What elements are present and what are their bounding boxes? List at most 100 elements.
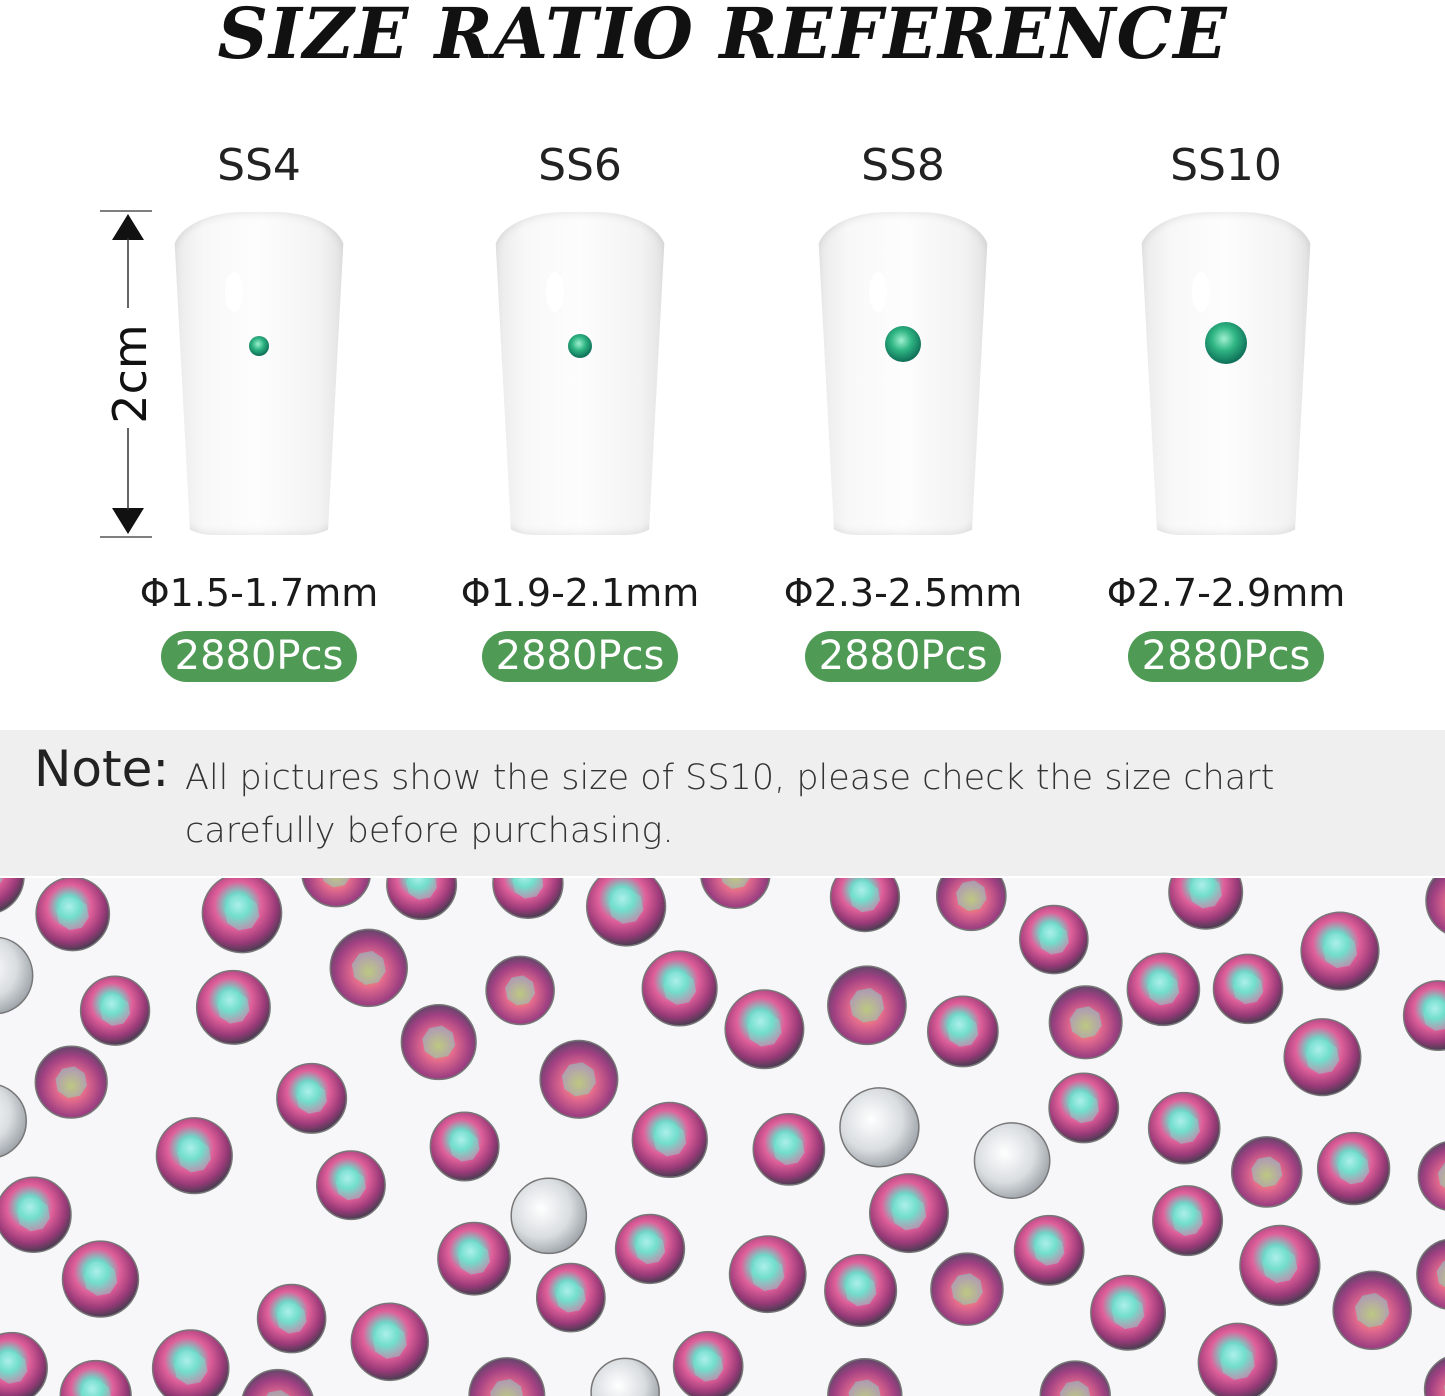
rhinestone bbox=[1013, 1214, 1085, 1286]
rhinestone bbox=[631, 1101, 708, 1179]
rhinestone bbox=[1197, 1322, 1278, 1396]
rhinestone bbox=[829, 878, 901, 933]
count-badge: 2880Pcs bbox=[1127, 631, 1325, 682]
rhinestone bbox=[155, 1117, 233, 1195]
rhinestone bbox=[641, 950, 718, 1027]
rhinestone bbox=[1332, 1270, 1412, 1351]
diameter-label: Φ1.5-1.7mm bbox=[139, 571, 379, 615]
gem-sample bbox=[1205, 322, 1247, 364]
rhinestone bbox=[1239, 1224, 1321, 1307]
nail-tip-image bbox=[1140, 212, 1312, 535]
nail-tip-image bbox=[173, 212, 345, 535]
count-badge: 2880Pcs bbox=[481, 631, 679, 682]
rhinestone bbox=[315, 1150, 386, 1221]
rhinestone bbox=[1425, 878, 1445, 934]
rhinestone bbox=[585, 878, 667, 947]
rhinestone bbox=[59, 1359, 132, 1396]
rhinestone bbox=[510, 1177, 588, 1255]
gem-sample bbox=[249, 336, 269, 356]
rhinestone bbox=[485, 955, 555, 1026]
rhinestone bbox=[1423, 1356, 1445, 1396]
note-text: All pictures show the size of SS10, plea… bbox=[185, 758, 1275, 851]
note-band: Note: All pictures show the size of SS10… bbox=[0, 730, 1445, 876]
rhinestone bbox=[61, 1240, 140, 1318]
rhinestone bbox=[1039, 1360, 1111, 1396]
note-label: Note: bbox=[34, 740, 170, 798]
rhinestone bbox=[0, 936, 34, 1015]
rhinestone bbox=[930, 1252, 1004, 1326]
size-name: SS6 bbox=[538, 140, 622, 191]
rhinestone bbox=[1168, 878, 1244, 930]
rhinestone bbox=[827, 1358, 903, 1396]
rhinestone bbox=[0, 878, 25, 913]
rhinestone bbox=[256, 1283, 327, 1354]
size-name: SS10 bbox=[1170, 140, 1282, 191]
gem-sample bbox=[885, 326, 921, 362]
rhinestone bbox=[590, 1357, 660, 1396]
rhinestone bbox=[0, 1084, 27, 1158]
rhinestone bbox=[824, 1253, 898, 1328]
rhinestone bbox=[672, 1330, 744, 1396]
rhinestone bbox=[868, 1173, 949, 1254]
rhinestone bbox=[1019, 904, 1089, 975]
rhinestone bbox=[201, 878, 283, 954]
size-column-ss8: SS8 Φ2.3-2.5mm 2880Pcs bbox=[743, 140, 1063, 682]
size-column-ss10: SS10 Φ2.7-2.9mm 2880Pcs bbox=[1066, 140, 1386, 682]
rhinestone bbox=[1152, 1185, 1224, 1257]
rhinestone bbox=[926, 995, 999, 1068]
rhinestone bbox=[492, 878, 564, 919]
rhinestone bbox=[724, 989, 805, 1070]
rhinestone bbox=[79, 975, 151, 1046]
rhinestone bbox=[827, 965, 907, 1046]
rhinestone bbox=[301, 878, 371, 908]
rhinestone bbox=[1230, 1136, 1303, 1208]
diameter-label: Φ2.7-2.9mm bbox=[1106, 571, 1346, 615]
rhinestone bbox=[614, 1213, 686, 1285]
gem-sample bbox=[568, 334, 592, 358]
rhinestone bbox=[429, 1111, 500, 1182]
size-column-ss4: SS4 Φ1.5-1.7mm 2880Pcs bbox=[99, 140, 419, 682]
length-label: 2cm bbox=[103, 324, 156, 423]
length-arrow-icon: 2cm bbox=[100, 210, 156, 538]
rhinestone bbox=[1283, 1018, 1362, 1097]
rhinestone bbox=[1147, 1091, 1221, 1165]
rhinestone bbox=[1316, 1131, 1391, 1206]
diameter-label: Φ1.9-2.1mm bbox=[460, 571, 700, 615]
count-badge: 2880Pcs bbox=[160, 631, 358, 682]
rhinestone bbox=[386, 878, 458, 921]
size-name: SS8 bbox=[861, 140, 945, 191]
rhinestone bbox=[241, 1368, 314, 1396]
rhinestone bbox=[195, 969, 271, 1045]
rhinestone bbox=[728, 1235, 807, 1314]
rhinestone bbox=[1402, 980, 1445, 1052]
size-column-ss6: SS6 Φ1.9-2.1mm 2880Pcs bbox=[420, 140, 740, 682]
count-badge: 2880Pcs bbox=[804, 631, 1002, 682]
rhinestone bbox=[1416, 1239, 1445, 1310]
nail-tip-image bbox=[494, 212, 666, 535]
rhinestone bbox=[535, 1262, 606, 1333]
rhinestone bbox=[276, 1062, 348, 1134]
rhinestone bbox=[839, 1087, 920, 1168]
rhinestone bbox=[350, 1302, 430, 1382]
page-title: SIZE RATIO REFERENCE bbox=[217, 0, 1228, 75]
rhinestone bbox=[151, 1329, 230, 1396]
rhinestone bbox=[1126, 952, 1201, 1027]
rhinestone bbox=[973, 1122, 1051, 1199]
rhinestones-photo bbox=[0, 878, 1445, 1396]
rhinestone bbox=[539, 1039, 619, 1119]
rhinestone bbox=[400, 1003, 477, 1081]
rhinestone bbox=[1048, 1072, 1120, 1144]
rhinestone bbox=[437, 1221, 511, 1296]
rhinestone bbox=[1212, 953, 1284, 1025]
rhinestone bbox=[700, 878, 771, 909]
rhinestone bbox=[1090, 1274, 1167, 1351]
rhinestone bbox=[1048, 985, 1123, 1060]
rhinestone bbox=[0, 1176, 72, 1253]
rhinestone bbox=[34, 1045, 108, 1119]
rhinestone bbox=[1417, 1141, 1445, 1211]
rhinestone bbox=[1300, 911, 1380, 991]
rhinestone bbox=[329, 928, 408, 1008]
size-name: SS4 bbox=[217, 140, 301, 191]
nail-tip-image bbox=[817, 212, 989, 535]
rhinestone bbox=[935, 878, 1007, 932]
